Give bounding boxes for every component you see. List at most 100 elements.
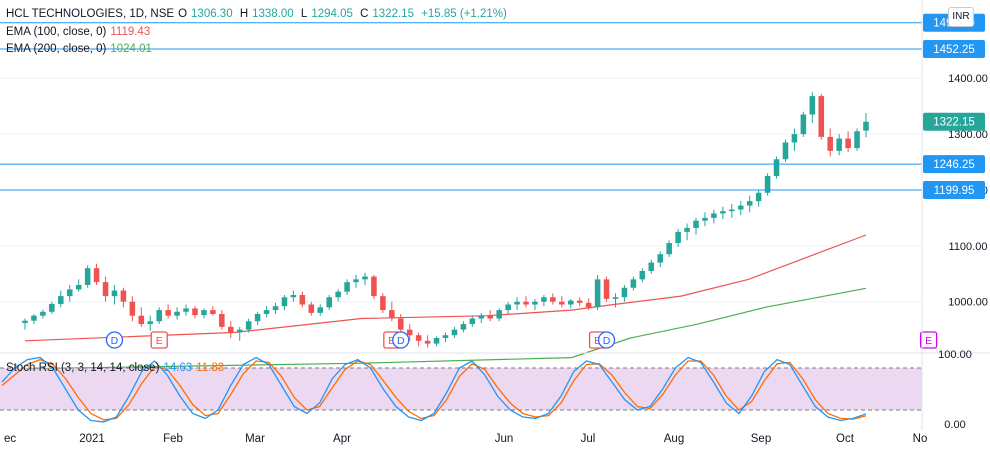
candle xyxy=(344,279,350,296)
ema100-label: EMA (100, close, 0) xyxy=(6,26,107,38)
price-tick-label: 1100.00 xyxy=(949,241,988,253)
candle-body xyxy=(523,301,529,305)
time-tick-label: Mar xyxy=(245,433,265,445)
candle-body xyxy=(442,335,449,339)
marker-label: E xyxy=(388,335,395,347)
candle-body xyxy=(156,310,162,322)
candle-body xyxy=(487,315,494,319)
ema200-label: EMA (200, close, 0) xyxy=(6,43,107,55)
candle-body xyxy=(210,310,216,315)
candle-body xyxy=(755,192,762,202)
candle-body xyxy=(567,300,574,305)
candle xyxy=(201,308,207,319)
candle xyxy=(496,308,502,322)
candle xyxy=(791,128,798,151)
candle xyxy=(585,298,592,311)
close-label: C xyxy=(360,8,369,20)
candle-body xyxy=(183,308,189,312)
candle-body xyxy=(737,205,744,210)
candle-body xyxy=(496,310,502,319)
stoch-k-line xyxy=(1,356,867,423)
candle-body xyxy=(263,310,270,315)
candle-body xyxy=(84,268,91,285)
candle xyxy=(532,298,538,311)
candle xyxy=(827,128,833,157)
candle-body xyxy=(201,310,207,316)
time-tick-label: No xyxy=(913,433,928,445)
candle-body xyxy=(478,315,485,319)
candle xyxy=(845,131,851,152)
ema200-legend[interactable]: EMA (200, close, 0) 1024.01 xyxy=(6,43,156,55)
candle xyxy=(281,295,288,311)
candle xyxy=(362,272,368,285)
price-tick-label: 1300.00 xyxy=(948,129,988,141)
candle xyxy=(58,290,64,308)
candle xyxy=(576,297,583,307)
candle xyxy=(93,263,100,285)
candle-body xyxy=(397,318,404,330)
candle-body xyxy=(272,306,279,311)
stoch-d-line xyxy=(1,358,867,421)
close-value: 1322.15 xyxy=(372,8,414,20)
candle-body xyxy=(165,310,171,316)
candle-body xyxy=(174,311,180,316)
candle xyxy=(290,290,297,302)
ema100-legend[interactable]: EMA (100, close, 0) 1119.43 xyxy=(6,26,154,38)
candle-body xyxy=(49,303,55,312)
candle-body xyxy=(675,231,681,244)
candle xyxy=(317,304,324,316)
candle xyxy=(800,111,807,137)
currency-button[interactable]: INR xyxy=(948,7,974,27)
marker-shape xyxy=(105,331,124,349)
candle xyxy=(612,293,619,308)
time-tick-label: Feb xyxy=(163,433,183,445)
candle xyxy=(863,112,869,138)
open-label: O xyxy=(178,8,188,20)
symbol-label[interactable]: HCL TECHNOLOGIES, 1D, NSE xyxy=(6,8,175,20)
candle-body xyxy=(120,290,127,302)
candle xyxy=(245,318,252,333)
candle xyxy=(487,310,494,322)
candle xyxy=(523,296,529,308)
stoch-k-value: 14.63 xyxy=(163,362,193,374)
candle-body xyxy=(541,297,547,302)
candle-body xyxy=(800,114,807,135)
candle xyxy=(729,203,735,218)
candle xyxy=(31,314,37,325)
candle-body xyxy=(326,297,332,308)
candle xyxy=(272,302,279,315)
ema200-line xyxy=(24,287,867,370)
level-price-badge xyxy=(923,40,985,59)
candle-body xyxy=(657,254,663,263)
candle-body xyxy=(818,96,825,137)
candle xyxy=(174,307,180,320)
candle-body xyxy=(415,335,422,341)
low-label: L xyxy=(300,8,308,20)
stoch-legend[interactable]: Stoch RSI (3, 3, 14, 14, close) 14.63 11.8… xyxy=(6,362,228,374)
candle xyxy=(809,92,816,123)
candle xyxy=(40,309,46,319)
candle-body xyxy=(362,276,368,280)
candle xyxy=(66,284,73,302)
marker-shape xyxy=(919,331,938,349)
candle-body xyxy=(192,308,198,316)
candle xyxy=(263,306,270,318)
candle xyxy=(451,326,458,339)
candle xyxy=(693,217,699,235)
candle xyxy=(75,279,82,292)
open-value: 1306.30 xyxy=(191,8,233,20)
level-price-badge xyxy=(923,155,985,174)
candle xyxy=(478,312,485,323)
candle xyxy=(228,321,234,339)
candle-body xyxy=(254,314,261,322)
candle-body xyxy=(836,138,842,151)
low-value: 1294.05 xyxy=(311,8,353,20)
level-price-badge xyxy=(923,180,985,199)
candle xyxy=(308,301,315,316)
candle-body xyxy=(639,270,646,280)
price-tick-label: 1400.00 xyxy=(948,73,988,85)
marker-label: E xyxy=(925,335,932,347)
candle-body xyxy=(308,304,315,313)
candle-body xyxy=(460,324,467,330)
